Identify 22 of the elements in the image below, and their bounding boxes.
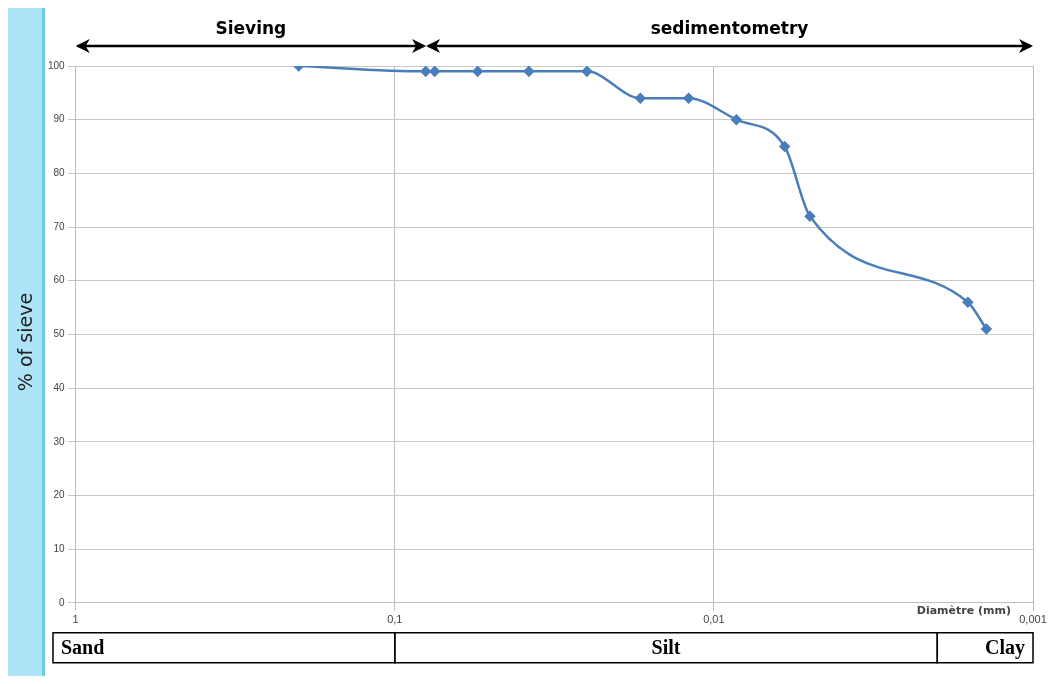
x-tick-label: 0,1: [387, 613, 403, 626]
y-axis-title: % of sieve: [14, 292, 36, 392]
y-tick-label: 100: [48, 59, 66, 71]
x-tick-label: 0,01: [703, 613, 725, 626]
y-tick-label: 90: [53, 113, 66, 125]
y-tick-label: 0: [59, 596, 66, 608]
x-tick-label: 0,001: [1019, 613, 1047, 626]
y-tick-label: 50: [53, 328, 66, 340]
y-tick-label: 40: [53, 381, 66, 393]
text: Clay: [985, 635, 1025, 659]
y-tick-label: 70: [53, 220, 66, 232]
text: Silt: [651, 635, 681, 658]
x-tick-label: 1: [72, 613, 79, 626]
y-tick-label: 10: [53, 542, 66, 554]
x-axis-title: Diamètre (mm): [916, 604, 1011, 618]
y-tick-label: 30: [53, 435, 66, 447]
y-tick-label: 20: [53, 489, 66, 501]
y-tick-label: 60: [53, 274, 66, 286]
y-tick-label: 80: [53, 167, 66, 179]
text: Sieving: [215, 17, 287, 38]
text: Sand: [61, 635, 105, 658]
text: sedimentometry: [650, 17, 809, 38]
